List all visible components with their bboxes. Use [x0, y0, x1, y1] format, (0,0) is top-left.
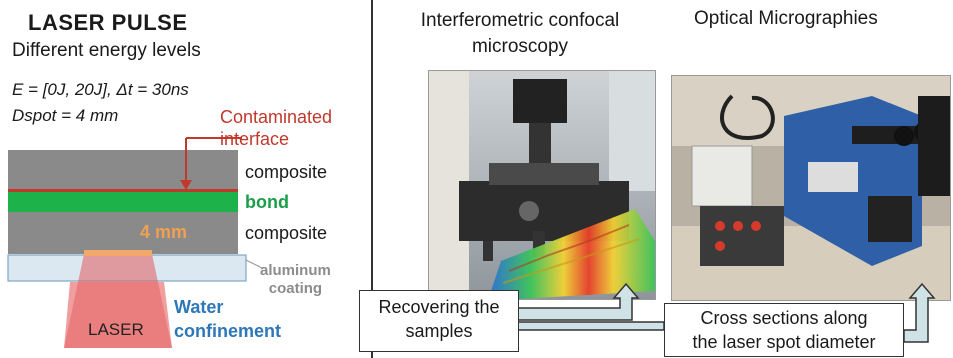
recover-connector — [517, 321, 665, 331]
cross-section-arrow — [903, 282, 936, 343]
confocal-microscope-photo — [428, 70, 656, 300]
water-label-line2: confinement — [174, 321, 282, 341]
bond-label: bond — [245, 192, 289, 212]
recovering-samples-box: Recovering the samples — [359, 290, 519, 352]
aluminum-label-line1: aluminum — [260, 262, 331, 279]
contaminated-interface-label: Contaminated interface — [220, 106, 332, 150]
laser-spot — [84, 250, 152, 256]
optical-microscope-photo — [671, 75, 951, 301]
interferometric-title: Interferometric confocal microscopy — [395, 8, 645, 60]
optical-micrographies-title: Optical Micrographies — [694, 8, 878, 29]
aluminum-leader — [245, 259, 263, 269]
cross-line2: the laser spot diameter — [692, 332, 876, 352]
water-confinement-label: Water confinement — [174, 295, 281, 343]
spot-size-label: 4 mm — [140, 222, 188, 242]
composite-layer-bottom — [8, 212, 238, 254]
composite-bottom-label: composite — [245, 223, 328, 243]
aluminum-label-line2: coating — [268, 280, 323, 297]
laser-beam-lower — [64, 282, 172, 348]
aluminum-coating-label: aluminum coating — [260, 262, 331, 298]
composite-layer-top — [8, 150, 238, 190]
energy-levels-subtitle: Different energy levels — [12, 40, 201, 61]
composite-top-label: composite — [245, 162, 328, 182]
bond-layer — [8, 192, 238, 212]
contaminated-label-line1: Contaminated — [220, 107, 333, 127]
spot-diameter-formula: Dspot = 4 mm — [12, 106, 119, 125]
interferometric-title-line2: microscopy — [471, 36, 569, 57]
recover-arrow — [517, 282, 640, 321]
laminate-diagram — [7, 137, 263, 348]
cross-sections-box: Cross sections along the laser spot diam… — [664, 303, 904, 357]
contaminated-arrow-head — [180, 180, 192, 190]
interferometric-title-line1: Interferometric confocal — [420, 10, 620, 31]
energy-formula: E = [0J, 20J], Δt = 30ns — [12, 80, 189, 99]
contaminated-interface-line — [8, 189, 238, 192]
contaminated-label-line2: interface — [220, 129, 290, 149]
panel-divider — [371, 0, 373, 358]
laser-pulse-title: LASER PULSE — [28, 10, 188, 35]
laser-label: LASER — [88, 320, 144, 339]
recover-line2: samples — [405, 321, 473, 341]
water-label-line1: Water — [174, 297, 224, 317]
cross-line1: Cross sections along — [700, 308, 868, 328]
recover-line1: Recovering the — [378, 297, 500, 317]
